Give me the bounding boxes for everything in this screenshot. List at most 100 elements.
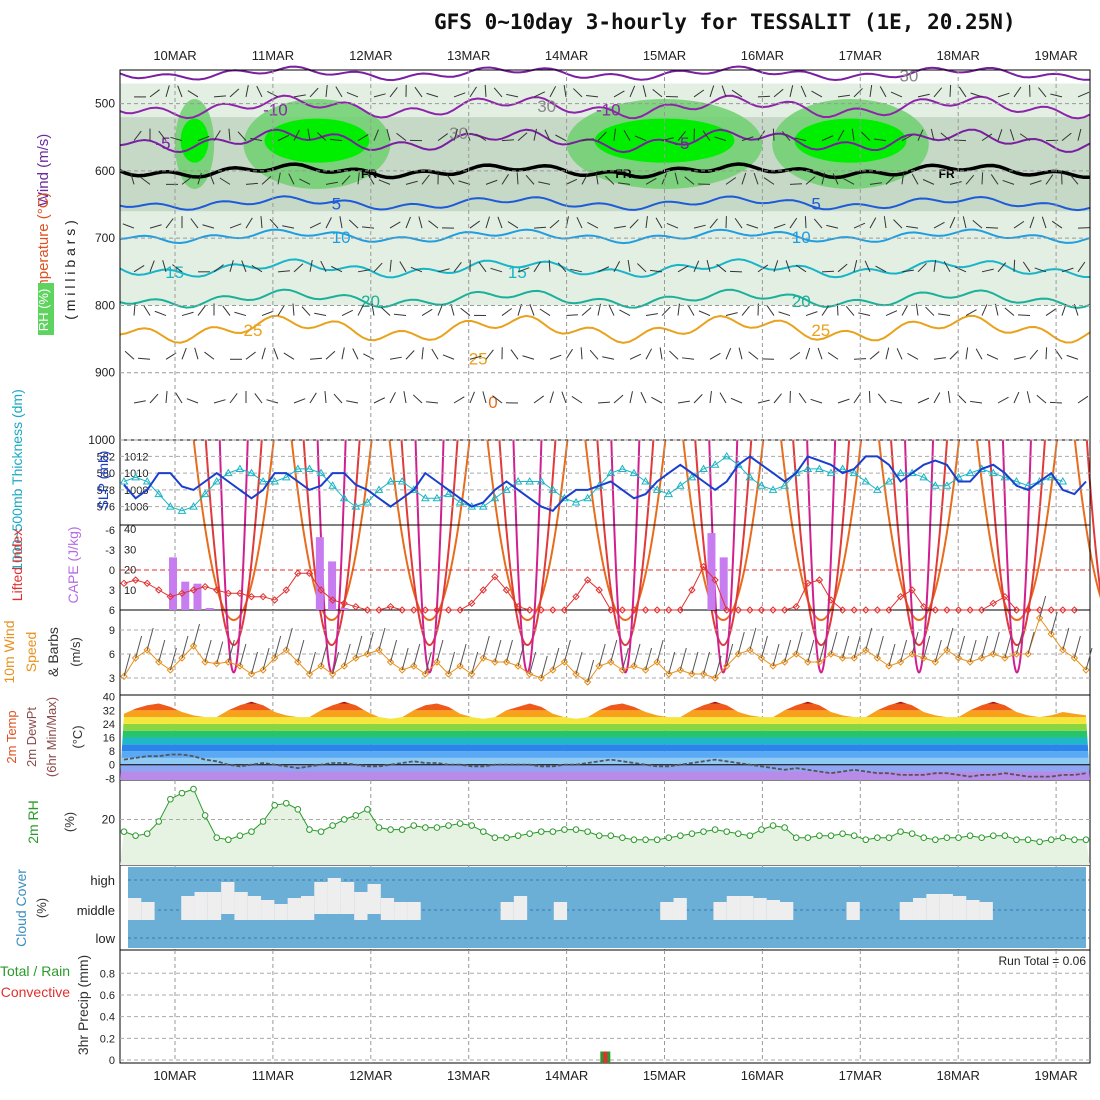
wind-barb — [954, 266, 967, 273]
contour-label: -5 — [155, 134, 170, 153]
wind-speed-series-point — [954, 654, 963, 662]
wind-barb — [757, 130, 766, 141]
wind-speed-series-point — [653, 658, 661, 666]
wind-barb-10m — [1015, 631, 1023, 655]
cloud-bar — [234, 892, 248, 920]
cloud-bar — [939, 894, 953, 920]
rh-series-point — [978, 834, 985, 842]
wind-barb — [781, 131, 791, 141]
wind-speed-series-point — [560, 658, 569, 666]
wind-barb — [172, 264, 183, 273]
wind-barb — [122, 223, 135, 229]
wind-barb — [997, 396, 1009, 404]
wind-barb — [990, 174, 999, 185]
ylabel-rh-unit: (%) — [62, 812, 77, 832]
thickness-series-point — [722, 451, 732, 460]
wind-barb-10m — [958, 635, 965, 659]
wind-barb-10m — [772, 643, 780, 667]
wind-barb — [197, 305, 206, 316]
rh-series-point — [155, 818, 163, 825]
rh-series-point — [213, 834, 221, 842]
wind-speed-series-point — [155, 658, 163, 666]
cape-tick: 30 — [124, 544, 136, 556]
thickness-series-point — [849, 468, 859, 477]
wind-barb — [539, 308, 551, 316]
wind-barb-10m — [135, 635, 143, 659]
thickness-series-point — [675, 481, 685, 489]
rh-series-point — [282, 799, 290, 807]
wind-barb — [501, 139, 515, 142]
wind-barb — [925, 306, 935, 316]
wind-speed-series-point — [328, 670, 337, 678]
wind-barb-10m — [424, 651, 432, 675]
wind-barb — [933, 87, 943, 98]
temp-tick: 0 — [109, 760, 115, 772]
rh-series-point — [329, 822, 336, 829]
wind-barb — [1026, 391, 1031, 404]
cloud-bar — [740, 896, 754, 920]
wind-barb — [581, 307, 592, 316]
wind-barb — [645, 348, 653, 360]
wind-barb — [874, 138, 887, 142]
lifted-index-series-point — [305, 569, 314, 578]
wind-speed-series-point — [444, 670, 453, 678]
contour--5 — [119, 128, 1091, 154]
wind-barb — [837, 94, 850, 98]
wind-barb — [245, 85, 249, 98]
thickness-series-point — [328, 481, 337, 489]
wind-barb — [1077, 261, 1086, 273]
temp-tick: 16 — [103, 733, 115, 745]
wind-barb — [331, 265, 343, 273]
wind-barb — [538, 181, 551, 185]
wind-barb-10m — [923, 635, 931, 659]
wind-barb — [373, 93, 386, 98]
wind-barb — [324, 391, 327, 404]
lifted-index-series-point — [676, 606, 685, 614]
wind-barb — [533, 128, 537, 141]
wind-barb-10m — [946, 627, 954, 651]
rh-series-point — [677, 832, 684, 839]
wind-barb — [890, 91, 903, 98]
wind-barb-10m — [448, 651, 456, 675]
contour-arc — [486, 439, 569, 621]
wind-barb — [940, 132, 951, 142]
wind-barb — [773, 393, 782, 404]
thickness-series-point — [154, 489, 164, 498]
wind-barb — [804, 216, 807, 229]
wind-barb — [645, 313, 658, 317]
wind-barb — [901, 269, 914, 273]
li-tick: -3 — [105, 545, 115, 557]
wind-speed-series-point — [340, 662, 348, 670]
cloud-bar — [141, 902, 155, 920]
wind-barb — [757, 95, 771, 98]
contour-5 — [119, 195, 1091, 212]
lifted-index-series-point — [1070, 606, 1079, 614]
wind-barb — [421, 308, 433, 316]
wind-barb — [997, 262, 1007, 273]
wind-barb-10m — [297, 639, 305, 663]
wind-barb — [529, 304, 535, 316]
wind-barb — [789, 217, 798, 229]
wind-barb — [396, 132, 407, 142]
cloud-bar — [274, 904, 288, 920]
thickness-series-point — [513, 477, 523, 485]
wind-barb — [412, 394, 423, 404]
wind-barb — [684, 176, 695, 185]
thickness-series-point — [664, 489, 674, 498]
lifted-index-series-point — [920, 602, 928, 611]
wind-barb — [181, 311, 194, 317]
contour-arc — [204, 439, 263, 646]
wind-speed-series-point — [908, 650, 916, 658]
wind-barb — [426, 401, 439, 404]
wind-barb — [1061, 304, 1067, 316]
cape-bar — [315, 537, 324, 610]
wind-barb — [853, 222, 866, 229]
wind-barb — [981, 268, 994, 273]
wind-barb — [288, 173, 295, 185]
lifted-index-series-point — [769, 606, 777, 614]
lifted-index-series-point — [120, 579, 128, 588]
wind-barb — [187, 90, 199, 98]
date-label-top: 19MAR — [1034, 48, 1077, 63]
wind-barb — [714, 136, 727, 142]
wind-barb — [175, 392, 183, 404]
